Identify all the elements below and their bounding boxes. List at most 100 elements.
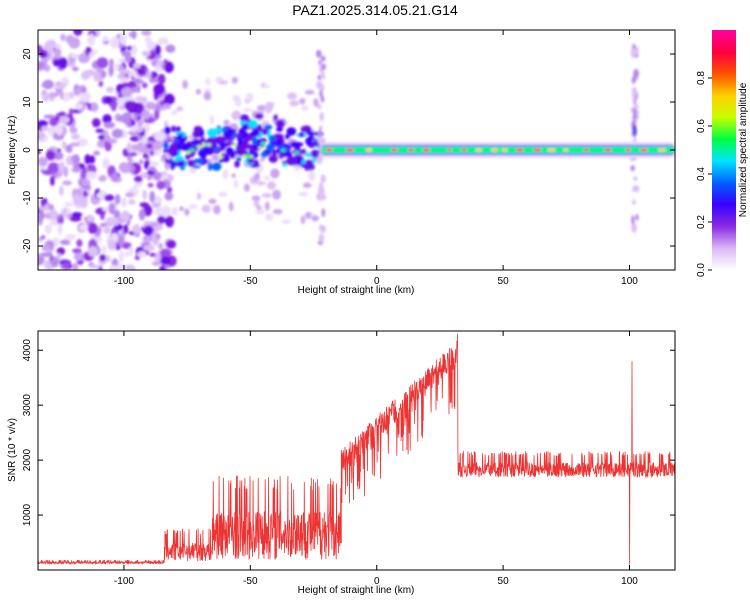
noise-blob xyxy=(71,211,83,218)
noise-blob xyxy=(58,111,66,117)
scatter-blob xyxy=(196,192,202,200)
colorbar-tick-label: 0.8 xyxy=(696,71,707,85)
spike-blob xyxy=(319,89,323,100)
noise-blob xyxy=(154,110,160,120)
hot-blob xyxy=(189,148,195,152)
scatter-blob xyxy=(184,208,190,216)
signal-peak xyxy=(640,148,648,152)
noise-blob xyxy=(93,150,101,156)
band-blob xyxy=(239,114,250,122)
noise-blob xyxy=(69,216,82,222)
scatter-blob xyxy=(251,195,261,202)
noise-blob xyxy=(63,202,74,207)
signal-peak xyxy=(563,148,568,152)
band-blob xyxy=(248,119,258,128)
noise-blob xyxy=(136,84,141,94)
band-blob xyxy=(187,160,195,167)
noise-blob xyxy=(86,214,94,222)
band-blob xyxy=(310,150,317,155)
spike-blob xyxy=(321,227,326,234)
noise-blob xyxy=(111,172,119,182)
noise-blob xyxy=(45,39,57,50)
noise-blob xyxy=(142,82,148,89)
band-blob xyxy=(238,128,245,133)
spec-y-tick-label: 10 xyxy=(22,96,33,108)
noise-blob xyxy=(72,262,79,270)
noise-blob xyxy=(41,252,53,258)
scatter-blob xyxy=(233,179,239,189)
snr-y-tick-label: 4000 xyxy=(22,339,33,362)
noise-blob xyxy=(150,161,160,167)
spike-blob xyxy=(632,43,636,50)
signal-core xyxy=(321,148,675,152)
noise-blob xyxy=(42,79,54,90)
noise-blob xyxy=(71,154,80,164)
noise-blob xyxy=(49,92,60,98)
noise-blob xyxy=(38,156,48,167)
snr-series-line xyxy=(38,333,675,566)
noise-blob xyxy=(63,261,70,270)
band-blob xyxy=(164,126,171,135)
spike-blob xyxy=(316,103,322,110)
spike-blob xyxy=(315,49,322,58)
scatter-blob xyxy=(203,91,212,101)
snr-y-ticks: 1000 2000 3000 4000 xyxy=(22,339,675,526)
noise-blob xyxy=(154,44,161,56)
spike-blob xyxy=(320,174,326,183)
band-blob xyxy=(220,147,225,151)
scatter-blob xyxy=(160,174,169,180)
figure-title: PAZ1.2025.314.05.21.G14 xyxy=(292,2,458,18)
band-blob xyxy=(256,138,262,146)
band-blob xyxy=(250,159,260,163)
scatter-blob xyxy=(213,205,221,215)
noise-blob xyxy=(126,142,133,153)
scatter-blob xyxy=(300,215,306,225)
scatter-blob xyxy=(182,79,188,89)
hot-blob xyxy=(258,146,264,150)
scatter-blob xyxy=(231,110,242,121)
scatter-blob xyxy=(272,189,281,200)
band-blob xyxy=(302,148,307,155)
noise-blob xyxy=(104,140,112,152)
band-blob xyxy=(290,141,296,147)
noise-blob xyxy=(169,216,174,227)
noise-blob xyxy=(133,183,138,194)
colorbar-tick-label: 0.2 xyxy=(696,215,707,229)
noise-blob xyxy=(61,140,67,150)
noise-blob xyxy=(129,245,134,257)
noise-blob xyxy=(125,192,134,198)
band-blob xyxy=(280,138,285,144)
scatter-blob xyxy=(205,77,210,86)
hot-blob xyxy=(245,154,251,158)
scatter-blob xyxy=(299,97,306,105)
band-blob xyxy=(178,137,185,146)
spike-blob xyxy=(634,103,639,110)
scatter-blob xyxy=(266,181,276,190)
noise-blob xyxy=(87,246,98,257)
noise-blob xyxy=(146,40,158,51)
noise-blob xyxy=(50,256,59,268)
signal-peak xyxy=(547,148,556,152)
noise-blob xyxy=(53,48,62,57)
noise-blob xyxy=(152,141,163,150)
scatter-blob xyxy=(305,211,311,220)
noise-blob xyxy=(38,120,49,127)
noise-blob xyxy=(124,264,136,270)
noise-blob xyxy=(163,93,175,105)
snr-x-tick-label: 0 xyxy=(374,576,380,587)
noise-blob xyxy=(49,209,58,221)
noise-blob xyxy=(84,154,91,165)
snr-x-tick-label: 50 xyxy=(498,576,510,587)
noise-blob xyxy=(151,230,157,241)
noise-blob xyxy=(138,208,146,221)
snr-panel: -100 -50 0 50 100 1000 2000 3000 4000 Height of… xyxy=(7,330,676,596)
noise-blob xyxy=(38,49,48,59)
spec-y-tick-label: -20 xyxy=(22,238,33,253)
band-blob xyxy=(250,130,261,137)
noise-blob xyxy=(165,44,176,53)
noise-blob xyxy=(54,116,61,121)
spike-core xyxy=(633,126,636,135)
scatter-blob xyxy=(188,204,198,210)
hot-blob xyxy=(206,143,212,147)
